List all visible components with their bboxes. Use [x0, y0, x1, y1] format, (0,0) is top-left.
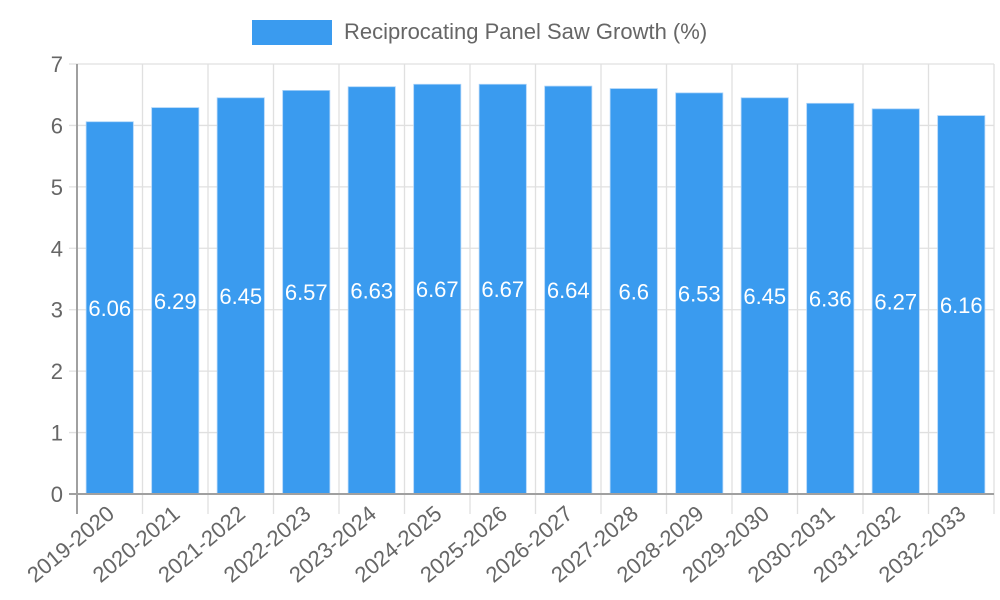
y-tick-label: 3	[51, 298, 63, 323]
bar-value-label: 6.67	[481, 277, 524, 302]
bar[interactable]	[478, 83, 527, 495]
bar-value-label: 6.6	[618, 279, 649, 304]
bar[interactable]	[216, 97, 265, 495]
bar[interactable]	[85, 121, 134, 495]
chart-legend[interactable]: Reciprocating Panel Saw Growth (%)	[252, 19, 707, 45]
bar-value-label: 6.57	[285, 280, 328, 305]
bar-value-label: 6.29	[154, 289, 197, 314]
legend-swatch	[252, 19, 332, 45]
bar[interactable]	[544, 85, 593, 495]
bar-value-label: 6.67	[416, 277, 459, 302]
y-tick-label: 2	[51, 359, 63, 384]
legend-label: Reciprocating Panel Saw Growth (%)	[344, 19, 708, 44]
y-tick-label: 1	[51, 421, 63, 446]
bar-value-label: 6.45	[743, 284, 786, 309]
bar[interactable]	[609, 88, 658, 495]
bar[interactable]	[282, 90, 331, 495]
bar[interactable]	[740, 97, 789, 495]
bar[interactable]	[675, 92, 724, 495]
bar-value-label: 6.53	[678, 281, 721, 306]
bar[interactable]	[806, 102, 855, 495]
bar-value-label: 6.63	[350, 278, 393, 303]
y-tick-label: 6	[51, 113, 63, 138]
bar-value-label: 6.06	[88, 296, 131, 321]
bar[interactable]	[871, 108, 920, 495]
bar-value-label: 6.27	[874, 289, 917, 314]
bar[interactable]	[937, 115, 986, 495]
bars	[85, 83, 986, 495]
y-tick-label: 0	[51, 482, 63, 507]
y-tick-label: 7	[51, 52, 63, 77]
bar[interactable]	[413, 83, 462, 495]
bar-value-label: 6.64	[547, 278, 590, 303]
y-tick-label: 4	[51, 236, 63, 261]
bar-value-label: 6.45	[219, 284, 262, 309]
y-tick-label: 5	[51, 175, 63, 200]
bar[interactable]	[151, 107, 200, 495]
bar-value-label: 6.36	[809, 287, 852, 312]
bar-value-label: 6.16	[940, 293, 983, 318]
gridlines	[69, 63, 995, 514]
value-labels: 6.06 6.29 6.45 6.57 6.63 6.67 6.67 6.64 6.6 6.53 6…	[88, 277, 982, 321]
